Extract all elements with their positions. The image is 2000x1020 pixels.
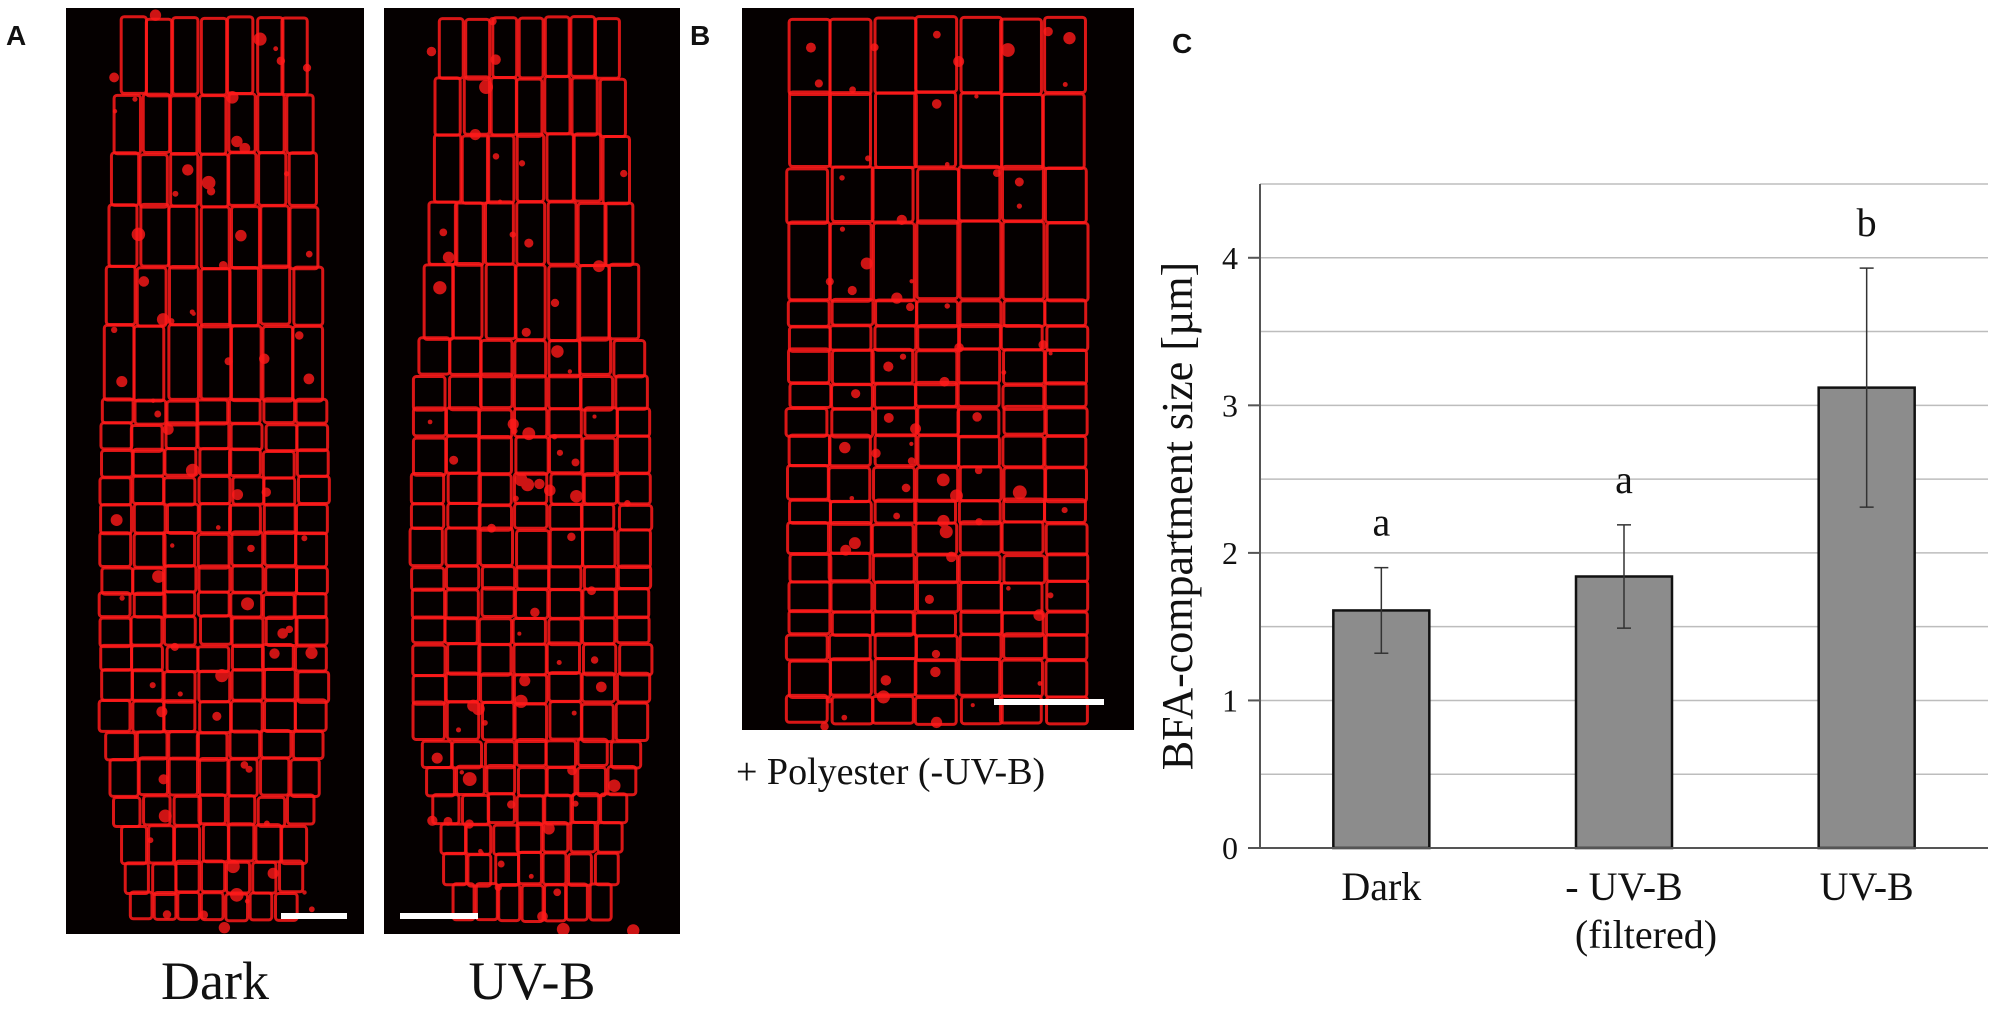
root-cell-image-uvb xyxy=(408,15,654,934)
y-tick-label: 1 xyxy=(1222,682,1238,718)
x-tick-labels: Dark - UV-B (filtered) UV-B xyxy=(1341,864,1913,957)
x-tick-label: - UV-B (filtered) xyxy=(1565,864,1717,957)
caption-uvb: UV-B xyxy=(468,951,596,1011)
error-bars xyxy=(1374,267,1874,654)
y-tick-label: 4 xyxy=(1222,240,1238,276)
y-tick-label: 3 xyxy=(1222,387,1238,423)
micrograph-polyester xyxy=(742,8,1134,730)
panel-a-letter: A xyxy=(6,20,27,51)
y-tick-labels: 0 1 2 3 4 xyxy=(1222,240,1260,866)
root-cell-image-dark xyxy=(97,9,331,934)
significance-labels: a a b xyxy=(1372,200,1876,545)
x-tick-label: UV-B xyxy=(1820,864,1914,909)
caption-dark: Dark xyxy=(161,951,269,1011)
y-tick-label: 0 xyxy=(1222,830,1238,866)
y-tick-label: 2 xyxy=(1222,535,1238,571)
root-cell-image-polyester xyxy=(784,15,1090,730)
bar-chart: 0 1 2 3 4 Dark - UV-B (filtered) UV-B a a b BFA-c… xyxy=(1153,183,1988,957)
significance-label: a xyxy=(1615,457,1633,502)
scale-bar xyxy=(400,913,478,919)
micrograph-uvb xyxy=(384,8,680,934)
panel-b-letter: B xyxy=(690,20,711,51)
panel-c-letter: C xyxy=(1172,28,1193,59)
significance-label: a xyxy=(1372,500,1390,545)
scale-bar xyxy=(281,913,347,919)
x-tick-label: Dark xyxy=(1341,864,1421,909)
y-axis-label: BFA-compartment size [µm] xyxy=(1153,262,1202,770)
micrograph-dark xyxy=(66,8,364,934)
scale-bar xyxy=(994,699,1104,705)
caption-polyester: + Polyester (-UV-B) xyxy=(736,751,1046,793)
significance-label: b xyxy=(1857,200,1877,245)
